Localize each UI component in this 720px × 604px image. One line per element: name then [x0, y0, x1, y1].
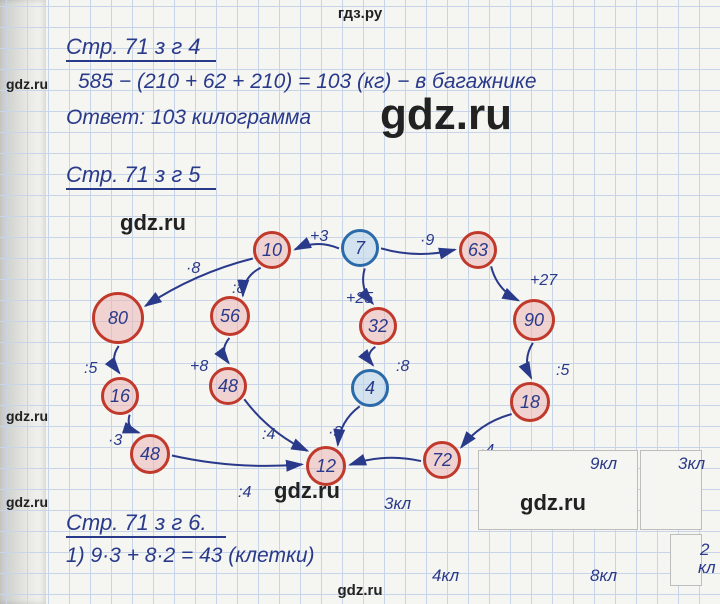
site-footer: gdz.ru	[0, 578, 720, 604]
diagram-node: 4	[351, 369, 389, 407]
calc-line-3: 1) 9·3 + 8·2 = 43 (клетки)	[66, 544, 315, 568]
diagram-node: 63	[459, 231, 497, 269]
annotation-label: 9кл	[590, 454, 617, 474]
edge-label: ·8	[186, 260, 200, 278]
edge-label: :5	[84, 360, 97, 378]
edge-label: ·3	[328, 424, 342, 442]
diagram-node: 18	[510, 382, 550, 422]
edge-label: +25	[346, 290, 373, 308]
heading-problem-6: Стр. 71 з г 6.	[66, 510, 207, 536]
diagram-node: 10	[253, 231, 291, 269]
diagram-node: 7	[341, 229, 379, 267]
diagram-node: 80	[92, 292, 144, 344]
site-header: гдз.ру	[0, 0, 720, 28]
edge-label: :4	[262, 426, 275, 444]
answer-line-1: Ответ: 103 килограмма	[66, 106, 311, 130]
edge-label: :4	[238, 484, 251, 502]
calc-line-1: 585 − (210 + 62 + 210) = 103 (кг) − в ба…	[78, 70, 537, 94]
annotation-label: 3кл	[678, 454, 705, 474]
underline-3	[66, 536, 226, 538]
heading-problem-4: Стр. 71 з г 4	[66, 34, 201, 60]
edge-label: :5	[556, 362, 569, 380]
diagram-node: 32	[359, 307, 397, 345]
diagram-node: 16	[101, 377, 139, 415]
annotation-label: 3кл	[384, 494, 411, 514]
diagram-node: 48	[130, 434, 170, 474]
edge-label: ·3	[108, 432, 122, 450]
heading-problem-5: Стр. 71 з г 5	[66, 162, 201, 188]
diagram-node: 56	[210, 296, 250, 336]
edge-label: +3	[310, 228, 328, 246]
diagram-node: 48	[209, 367, 247, 405]
diagram-node: 72	[423, 441, 461, 479]
edge-label: +27	[530, 272, 557, 290]
edge-label: :8	[396, 358, 409, 376]
diagram-node: 12	[306, 446, 346, 486]
annotation-label: кл	[698, 558, 716, 578]
edge-label: ·9	[420, 232, 434, 250]
edge-label: +8	[190, 358, 208, 376]
edge-label: :8	[232, 280, 245, 298]
underline-2	[66, 188, 216, 190]
diagram-node: 90	[513, 299, 555, 341]
underline-1	[66, 60, 216, 62]
annotation-label: 2	[700, 540, 709, 560]
